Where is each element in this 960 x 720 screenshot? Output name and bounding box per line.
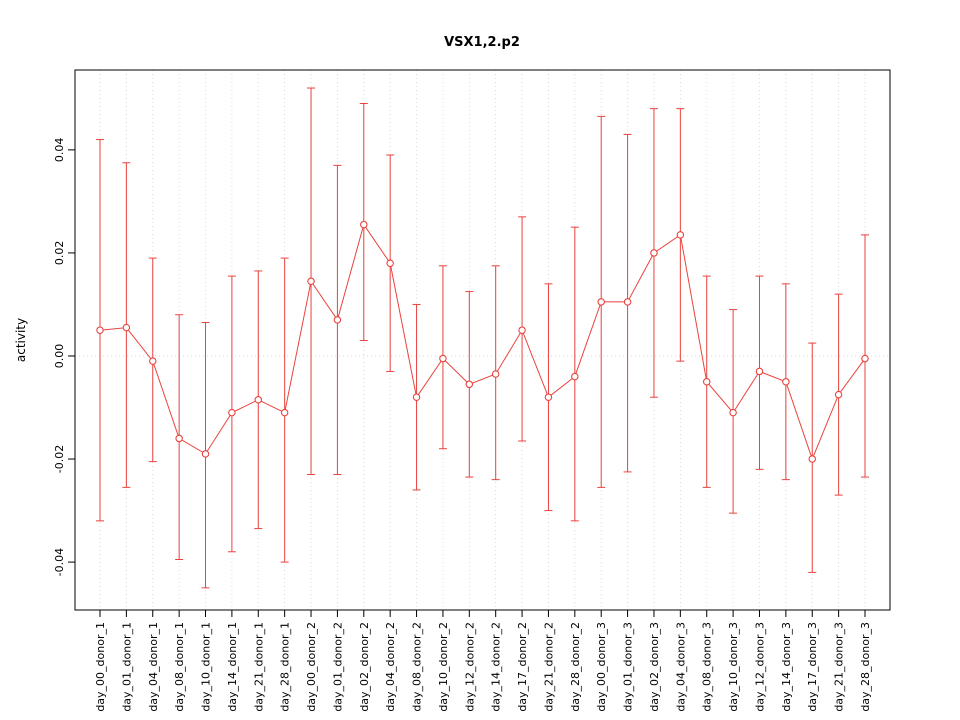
x-tick-label: day_14_donor_1	[226, 622, 239, 712]
x-tick-label: day_00_donor_2	[305, 622, 318, 712]
data-point	[650, 249, 658, 257]
data-point	[597, 298, 605, 306]
data-point	[518, 326, 526, 334]
x-tick-label: day_08_donor_3	[701, 622, 714, 712]
x-tick-label: day_10_donor_1	[200, 622, 213, 712]
y-tick-label: -0.04	[53, 548, 66, 576]
data-point	[755, 367, 764, 376]
x-tick-label: day_10_donor_3	[727, 622, 740, 712]
data-point	[201, 450, 210, 458]
data-point	[386, 259, 394, 267]
y-tick-label: -0.02	[53, 445, 66, 473]
data-point	[412, 393, 421, 401]
x-tick-label: day_21_donor_3	[833, 622, 846, 712]
series-line	[99, 223, 866, 461]
plot-area: -0.04 -0.02 0.00 0.02 0.04 day_00_donor_1 day_…	[53, 69, 891, 712]
x-tick-label: day_17_donor_2	[516, 622, 529, 712]
data-point	[465, 380, 474, 389]
x-tick-label: day_04_donor_2	[384, 622, 397, 712]
plot-border	[74, 69, 891, 611]
data-point	[333, 316, 342, 324]
chart-title: VSX1,2.p2	[444, 35, 520, 50]
x-tick-label: day_21_donor_1	[252, 622, 265, 712]
data-point	[439, 354, 447, 363]
x-tick-label: day_08_donor_2	[411, 622, 424, 712]
data-point	[861, 354, 869, 363]
data-point	[122, 323, 131, 332]
x-tick-label: day_28_donor_2	[569, 622, 582, 712]
x-tick-label: day_00_donor_3	[595, 622, 608, 712]
x-tick-label: day_12_donor_2	[463, 622, 476, 712]
data-point	[96, 326, 104, 334]
y-tick-label: 0.00	[53, 344, 66, 369]
data-point	[834, 390, 843, 399]
x-tick-label: day_01_donor_1	[120, 622, 133, 712]
data-point	[782, 377, 790, 386]
x-tick-label: day_02_donor_3	[648, 622, 661, 712]
x-tick-label: day_21_donor_2	[542, 622, 555, 712]
y-axis-label: activity	[14, 318, 28, 362]
data-point	[491, 370, 500, 378]
x-tick-label: day_04_donor_1	[147, 622, 160, 712]
data-point	[280, 408, 289, 417]
x-tick-label: day_14_donor_3	[780, 622, 793, 712]
data-point	[623, 298, 632, 306]
data-point	[175, 434, 183, 443]
data-point	[808, 455, 816, 463]
data-point	[676, 231, 685, 239]
data-point	[702, 377, 711, 386]
data-point	[254, 396, 263, 404]
x-tick-label: day_01_donor_3	[622, 622, 635, 712]
data-point	[149, 357, 157, 365]
data-point	[307, 277, 315, 286]
x-tick-label: day_01_donor_2	[331, 622, 344, 712]
data-point	[571, 372, 579, 381]
y-tick-label: 0.02	[53, 241, 66, 266]
data-point	[360, 220, 368, 229]
x-tick-label: day_10_donor_2	[437, 622, 450, 712]
x-tick-label: day_00_donor_1	[94, 622, 107, 712]
x-tick-label: day_12_donor_3	[753, 622, 766, 712]
data-point	[228, 408, 236, 417]
x-tick-label: day_08_donor_1	[173, 622, 186, 712]
x-tick-label: day_28_donor_3	[859, 622, 872, 712]
data-point	[544, 393, 553, 401]
x-tick-label: day_17_donor_3	[806, 622, 819, 712]
x-tick-label: day_28_donor_1	[279, 622, 292, 712]
x-tick-label: day_02_donor_2	[358, 622, 371, 712]
y-tick-label: 0.04	[53, 138, 66, 163]
data-point	[729, 408, 737, 417]
x-tick-label: day_14_donor_2	[490, 622, 503, 712]
x-tick-label: day_04_donor_3	[674, 622, 687, 712]
